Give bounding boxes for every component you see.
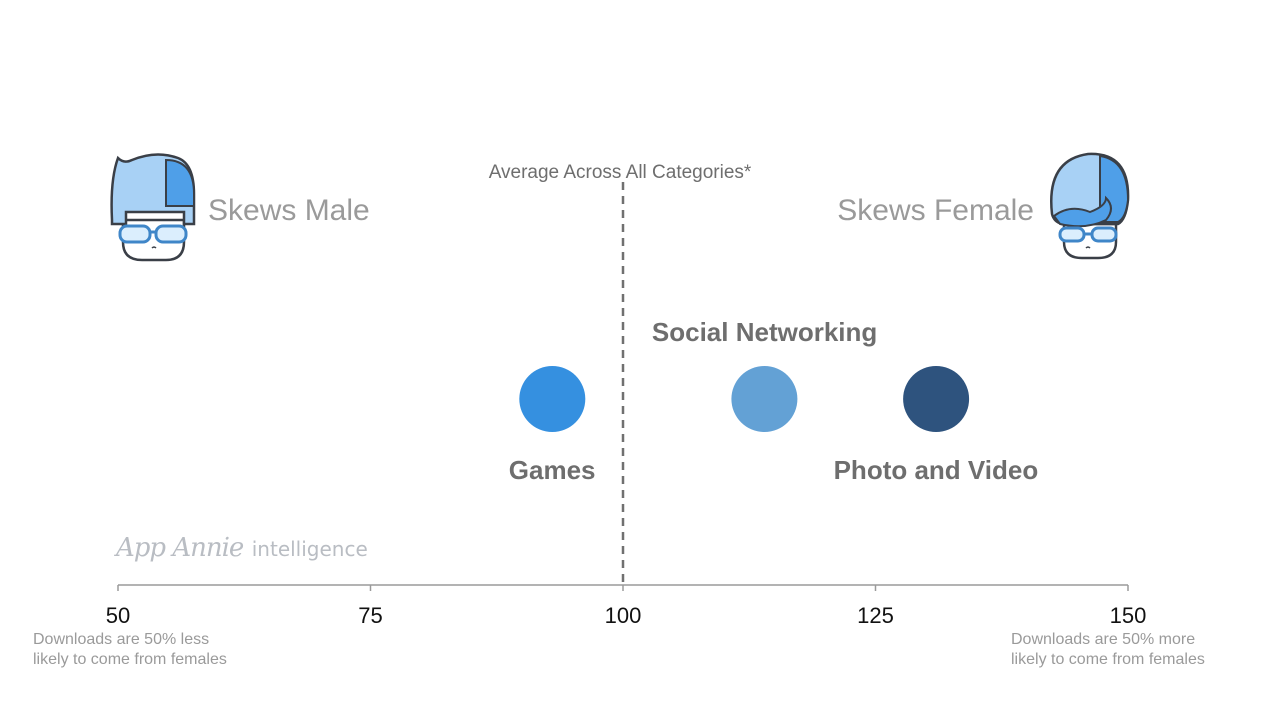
right-axis-note-line: likely to come from females: [1011, 651, 1205, 668]
female-avatar-icon: [1050, 152, 1130, 260]
data-point: [519, 366, 586, 432]
x-tick-label: 150: [1109, 603, 1147, 628]
data-point-label: Social Networking: [651, 317, 878, 347]
x-tick-label: 100: [604, 603, 642, 628]
data-point-label: Photo and Video: [833, 455, 1039, 485]
x-tick-label: 50: [105, 603, 131, 628]
x-tick-label: 125: [857, 603, 894, 628]
reference-line-label: Average Across All Categories*: [488, 162, 752, 183]
x-tick-label: 75: [358, 603, 383, 628]
left-axis-note-line: Downloads are 50% less: [33, 631, 210, 648]
right-axis-note: Downloads are 50% more likely to come fr…: [1011, 630, 1251, 670]
brand-name: App Annie: [116, 533, 244, 563]
brand-suffix: intelligence: [251, 537, 368, 561]
brand-logo: App Annie intelligence: [116, 533, 368, 563]
skews-female-label: Skews Female: [837, 194, 1034, 227]
data-point: [903, 366, 970, 432]
data-point: [731, 366, 798, 432]
skews-male-label: Skews Male: [208, 194, 370, 227]
data-point-label: Games: [508, 455, 596, 485]
left-axis-note-line: likely to come from females: [33, 651, 227, 668]
male-avatar-icon: [110, 153, 196, 262]
left-axis-note: Downloads are 50% less likely to come fr…: [33, 630, 273, 670]
right-axis-note-line: Downloads are 50% more: [1011, 631, 1196, 648]
